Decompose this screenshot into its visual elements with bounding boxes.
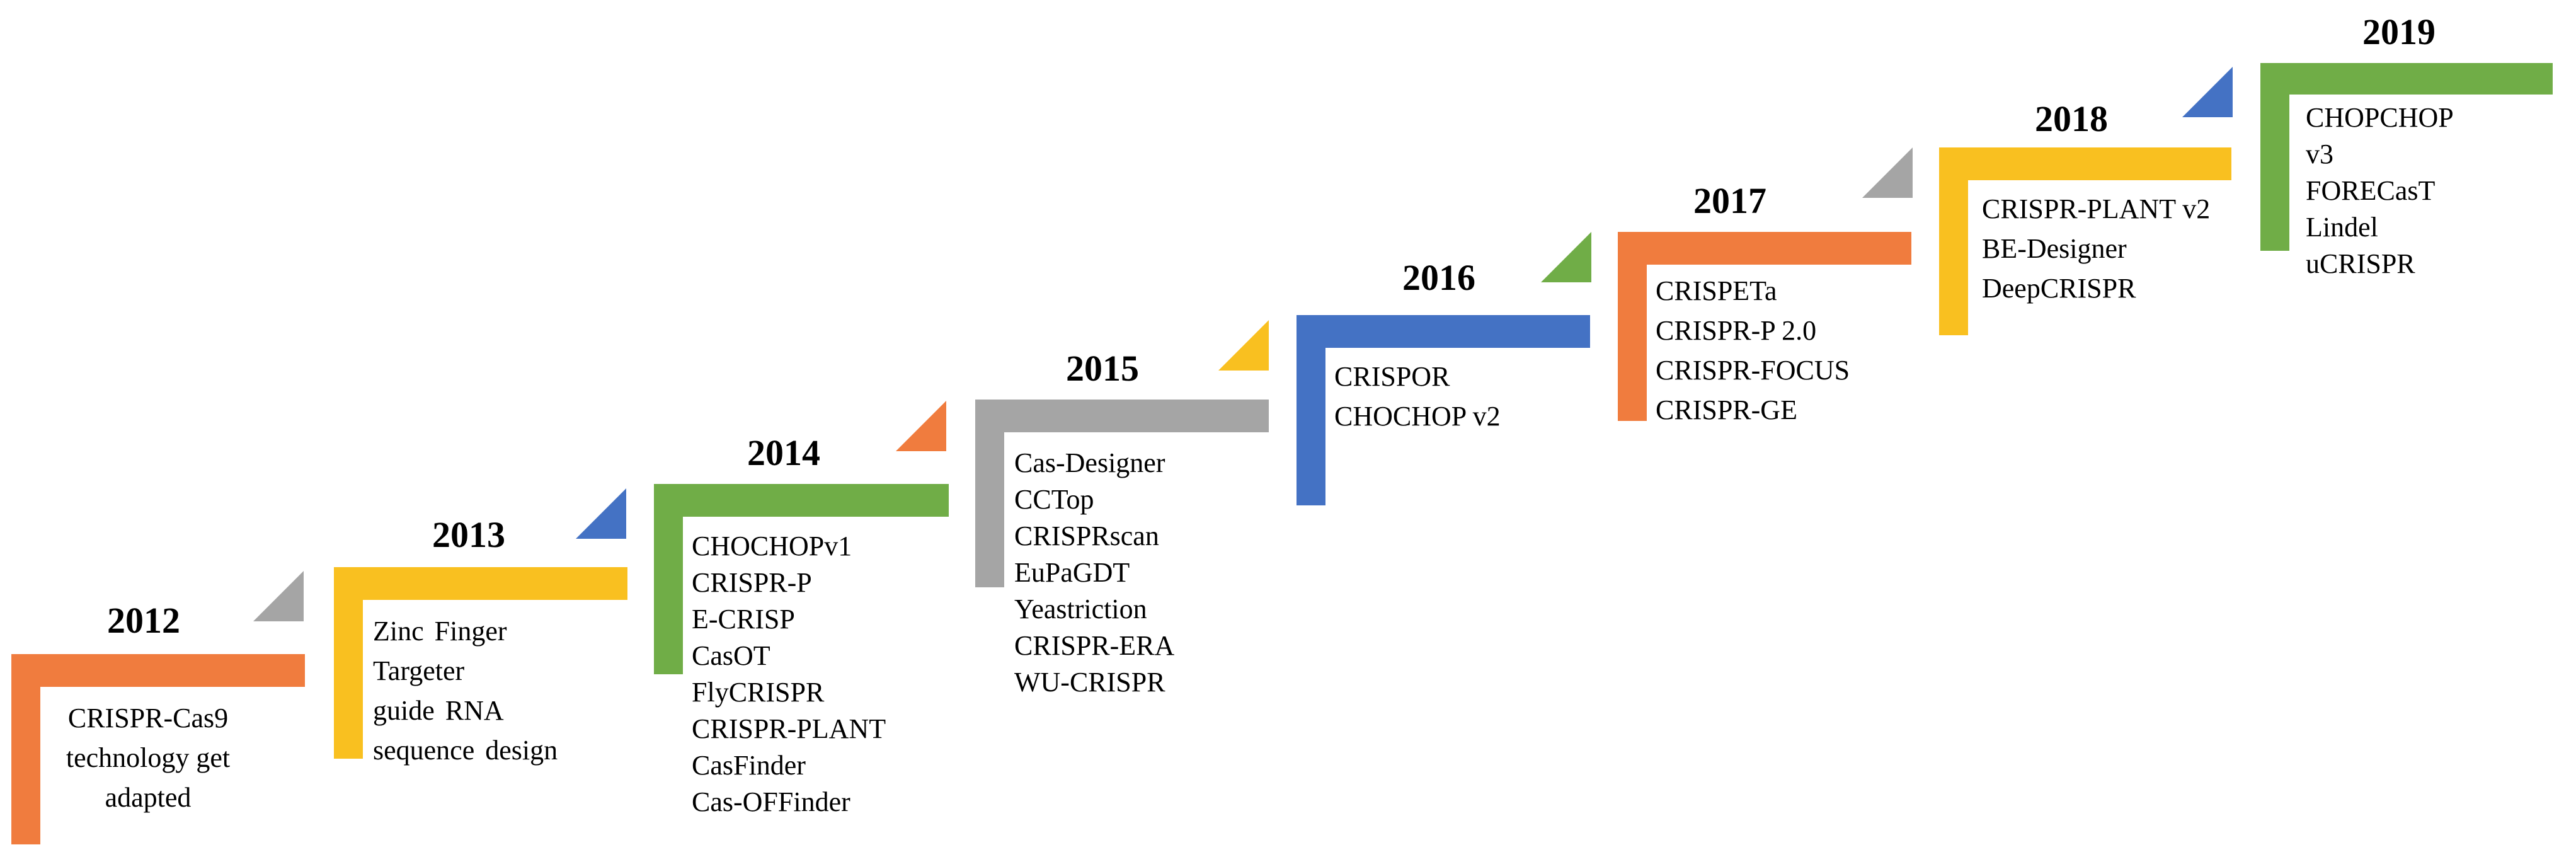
step-marker-triangle: [1541, 232, 1591, 282]
step-marker-triangle: [2182, 67, 2233, 117]
tool-list: CHOPCHOP v3 FORECasT Lindel uCRISPR: [2306, 100, 2454, 282]
step-bar-vertical: [2260, 63, 2289, 251]
tool-item: WU-CRISPR: [1014, 667, 1165, 698]
tool-item: v3: [2306, 139, 2333, 170]
tool-item: DeepCRISPR: [1982, 273, 2136, 304]
year-label: 2018: [2035, 98, 2108, 139]
year-label: 2019: [2362, 11, 2436, 52]
year-label: 2016: [1402, 257, 1475, 298]
tool-item: CRISPR-PLANT: [692, 713, 886, 744]
tool-item: CHOCHOP v2: [1334, 401, 1501, 432]
step-bar-vertical: [1297, 315, 1325, 505]
tool-list: CRISPOR CHOCHOP v2: [1334, 357, 1501, 436]
tool-list: CRISPR-Cas9 technology get adapted: [57, 698, 239, 817]
tool-item: technology get: [66, 742, 231, 773]
tool-item: CHOPCHOP: [2306, 102, 2454, 133]
step-bar-vertical: [975, 400, 1004, 587]
tool-item: CRISPR-GE: [1656, 394, 1797, 425]
step-bar-horizontal: [975, 400, 1269, 432]
step-marker-triangle: [1862, 147, 1913, 198]
step-marker-triangle: [896, 401, 946, 451]
step-bar-vertical: [1939, 147, 1968, 335]
year-label: 2014: [747, 432, 820, 473]
step-bar-vertical: [11, 654, 40, 844]
tool-item: adapted: [105, 782, 192, 813]
tool-item: CRISPR-ERA: [1014, 630, 1175, 661]
tool-item: CRISPR-Cas9: [67, 703, 229, 733]
tool-item: Lindel: [2306, 212, 2378, 243]
step-marker-triangle: [576, 488, 626, 539]
tool-item: CRISPR-P: [692, 567, 812, 598]
step-bar-horizontal: [1297, 315, 1590, 348]
tool-item: BE-Designer: [1982, 233, 2127, 264]
tool-item: FORECasT: [2306, 175, 2436, 206]
tool-item: CRISPR-P 2.0: [1656, 315, 1817, 346]
tool-item: CRISPETa: [1656, 275, 1777, 306]
tool-item: sequence design: [373, 735, 558, 766]
step-bar-horizontal: [2260, 63, 2553, 95]
tool-item: uCRISPR: [2306, 248, 2415, 279]
tool-list: Zinc Finger Targeter guide RNA sequence des…: [373, 611, 558, 770]
tool-item: CCTop: [1014, 484, 1094, 515]
tool-list: CHOCHOPv1 CRISPR-P E-CRISP CasOT FlyCRISPR CR…: [692, 528, 886, 820]
step-marker-triangle: [253, 571, 304, 621]
step-bar-horizontal: [1939, 147, 2231, 180]
tool-item: Yeastriction: [1014, 594, 1147, 624]
tool-item: Zinc Finger: [373, 616, 507, 647]
year-label: 2013: [432, 514, 505, 555]
step-bar-horizontal: [11, 654, 305, 687]
tool-list: Cas-Designer CCTop CRISPRscan EuPaGDT Yeastr…: [1014, 445, 1174, 701]
tool-item: CRISPRscan: [1014, 521, 1159, 551]
tool-item: CasOT: [692, 640, 770, 671]
tool-item: CRISPOR: [1334, 361, 1450, 392]
tool-list: CRISPETa CRISPR-P 2.0 CRISPR-FOCUS CRISPR-G…: [1656, 271, 1850, 430]
tool-item: CasFinder: [692, 750, 806, 781]
year-label: 2012: [107, 600, 180, 641]
tool-item: FlyCRISPR: [692, 677, 825, 708]
tool-item: Cas-OFFinder: [692, 786, 850, 817]
step-bar-vertical: [1618, 232, 1647, 421]
year-label: 2017: [1693, 180, 1766, 221]
tool-item: EuPaGDT: [1014, 557, 1130, 588]
step-marker-triangle: [1218, 320, 1269, 371]
tool-item: Cas-Designer: [1014, 447, 1165, 478]
step-bar-horizontal: [334, 567, 627, 600]
tool-item: E-CRISP: [692, 604, 795, 635]
tool-item: CRISPR-PLANT v2: [1982, 193, 2211, 224]
step-bar-horizontal: [1618, 232, 1911, 265]
tool-item: guide RNA: [373, 695, 504, 726]
tool-item: Targeter: [373, 655, 465, 686]
step-bar-vertical: [334, 567, 363, 759]
tool-list: CRISPR-PLANT v2 BE-Designer DeepCRISPR: [1982, 189, 2210, 308]
tool-item: CHOCHOPv1: [692, 531, 852, 561]
year-label: 2015: [1066, 348, 1139, 389]
tool-item: CRISPR-FOCUS: [1656, 355, 1850, 386]
step-bar-vertical: [654, 484, 683, 674]
step-bar-horizontal: [654, 484, 949, 517]
